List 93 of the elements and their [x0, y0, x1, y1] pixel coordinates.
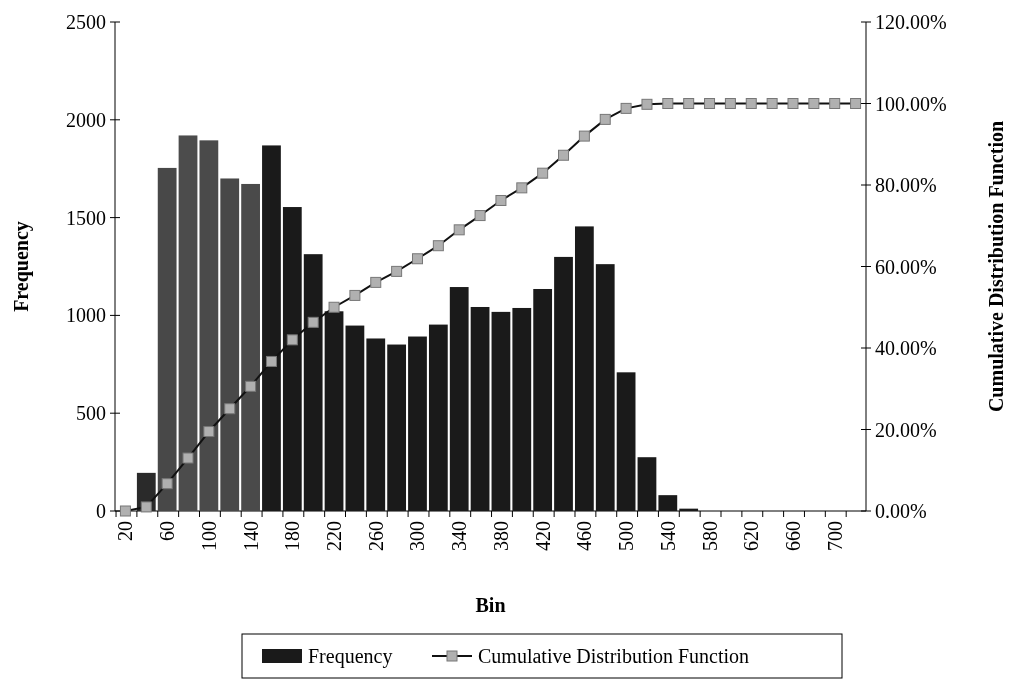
bar	[220, 178, 240, 511]
x-tick-label: 460	[573, 521, 596, 551]
point	[620, 102, 632, 114]
bar	[658, 495, 678, 511]
x-tick-label: 60	[156, 521, 179, 541]
point	[474, 210, 486, 222]
point	[745, 98, 757, 109]
x-tick-label: 700	[823, 521, 846, 551]
bar	[199, 140, 219, 511]
x-tick-label: 100	[197, 521, 220, 551]
x-tick-label: 220	[323, 521, 346, 551]
bar	[345, 325, 365, 511]
bar	[554, 256, 573, 511]
point	[829, 98, 841, 109]
point	[182, 452, 194, 464]
point	[683, 98, 695, 109]
point	[704, 98, 716, 109]
y-tick-label: 2500	[66, 11, 106, 33]
point	[307, 316, 319, 328]
x-tick-label: 660	[781, 521, 804, 551]
point	[119, 505, 131, 517]
bar	[616, 372, 636, 511]
y-tick-label: 0	[96, 500, 106, 522]
point	[578, 130, 590, 142]
bar	[387, 344, 407, 511]
bar	[428, 324, 448, 511]
x-tick-label: 380	[489, 521, 512, 551]
x-tick-label: 140	[239, 521, 262, 551]
y-tick-label: 500	[76, 402, 106, 425]
point	[787, 98, 799, 109]
y2-tick-label: 80.00%	[875, 174, 937, 196]
x-tick-label: 340	[448, 521, 471, 551]
y-tick-label: 2000	[66, 108, 106, 131]
point	[850, 98, 862, 109]
point	[808, 98, 820, 109]
bar	[157, 167, 177, 511]
point	[495, 194, 507, 206]
bar	[241, 183, 260, 511]
point	[203, 426, 215, 438]
bar	[533, 288, 553, 511]
x-tick-label: 300	[406, 521, 429, 551]
point	[161, 478, 173, 490]
bar	[449, 287, 469, 511]
y2-tick-label: 100.00%	[875, 92, 947, 115]
legend-label: Frequency	[308, 645, 393, 668]
y2-axis-title: Cumulative Distribution Function	[985, 120, 1007, 413]
point	[516, 182, 528, 194]
point	[286, 334, 298, 346]
point	[724, 98, 736, 109]
x-tick-label: 500	[615, 521, 638, 551]
x-tick-label: 180	[281, 521, 304, 551]
y2-tick-label: 0.00%	[875, 500, 927, 522]
x-tick-label: 620	[740, 521, 763, 551]
bar	[595, 264, 615, 511]
x-tick-label: 420	[531, 521, 554, 551]
point	[411, 253, 423, 265]
point	[224, 403, 236, 415]
point	[265, 355, 277, 367]
point	[370, 276, 382, 288]
point	[245, 380, 257, 392]
bar	[470, 306, 490, 511]
point	[432, 240, 444, 252]
point	[537, 167, 549, 179]
bar	[574, 226, 594, 511]
point	[140, 501, 152, 513]
bar	[491, 311, 511, 511]
y-tick-label: 1000	[66, 304, 106, 327]
y2-tick-label: 20.00%	[875, 418, 937, 441]
bar	[637, 457, 657, 511]
point	[558, 149, 570, 161]
bar	[178, 135, 198, 511]
bar	[408, 336, 427, 511]
y2-tick-label: 60.00%	[875, 255, 937, 278]
x-tick-label: 260	[364, 521, 387, 551]
point	[662, 98, 674, 109]
point	[453, 224, 465, 236]
y-tick-label: 1500	[66, 206, 106, 229]
y2-tick-label: 120.00%	[875, 11, 947, 33]
legend-label: Cumulative Distribution Function	[478, 645, 750, 667]
point	[349, 289, 361, 301]
x-tick-label: 580	[698, 521, 721, 551]
y2-tick-label: 40.00%	[875, 337, 937, 359]
point	[391, 265, 403, 277]
x-axis-title: Bin	[475, 594, 506, 616]
bar	[512, 307, 532, 511]
bar	[366, 338, 386, 511]
point	[328, 301, 340, 313]
point	[599, 113, 611, 125]
point	[766, 98, 778, 109]
x-tick-label: 20	[114, 521, 137, 541]
x-tick-label: 540	[656, 521, 679, 551]
y-axis-title: Frequency	[10, 221, 33, 312]
point	[641, 98, 653, 110]
